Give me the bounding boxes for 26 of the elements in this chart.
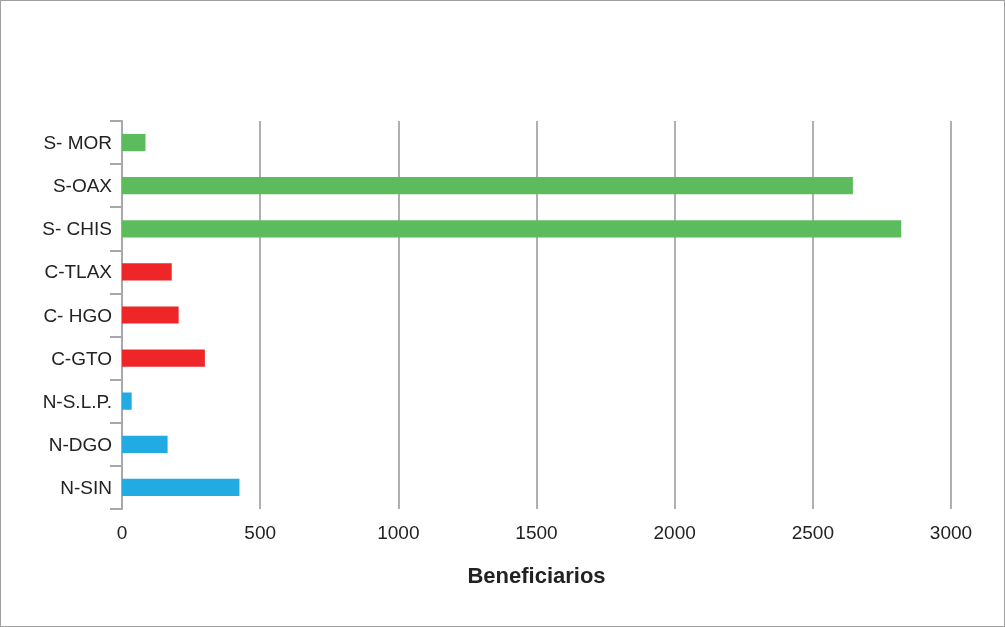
y-tick-label: S- CHIS [42, 218, 112, 240]
bar [122, 349, 205, 367]
bar [122, 478, 240, 497]
bar [122, 263, 172, 281]
bar [122, 177, 853, 195]
y-tick-label: S- MOR [43, 132, 112, 154]
x-tick-label: 2500 [791, 522, 834, 543]
x-tick-label: 1000 [377, 522, 420, 543]
y-tick-label: N-S.L.P. [42, 390, 112, 412]
x-tick-label: 0 [116, 522, 128, 543]
bar [122, 220, 902, 238]
y-tick-label: N-DGO [48, 433, 112, 455]
bar [122, 392, 132, 410]
y-tick-label: N-SIN [60, 476, 112, 498]
y-tick-label: C- HGO [43, 304, 112, 326]
y-tick-label: C-GTO [51, 347, 112, 369]
x-tick-label: 1500 [515, 522, 558, 543]
x-tick-label: 2000 [653, 522, 696, 543]
bar [122, 435, 168, 453]
x-tick-label: 3000 [929, 522, 973, 543]
y-tick-label: S-OAX [52, 175, 113, 197]
x-axis-title: Beneficiarios [467, 562, 606, 588]
bar [122, 133, 146, 152]
x-tick-label: 500 [244, 522, 277, 543]
y-tick-label: C-TLAX [44, 261, 113, 283]
bar [122, 306, 179, 324]
